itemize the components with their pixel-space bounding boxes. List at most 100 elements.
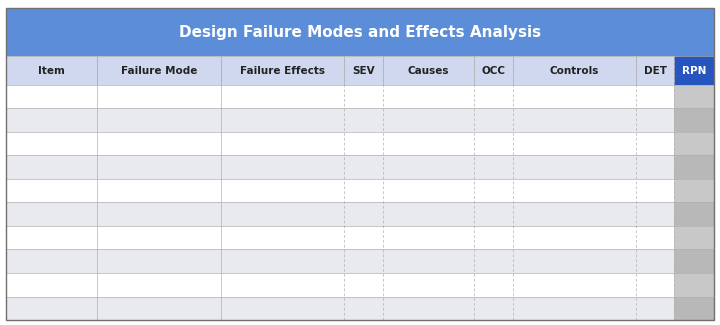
Bar xyxy=(474,132,513,155)
Bar xyxy=(6,155,97,179)
Bar xyxy=(636,297,675,320)
Bar xyxy=(636,179,675,202)
Bar xyxy=(513,179,636,202)
Bar xyxy=(6,179,97,202)
Bar xyxy=(344,84,383,108)
Text: RPN: RPN xyxy=(682,66,706,75)
Bar xyxy=(6,84,97,108)
Text: Controls: Controls xyxy=(549,66,599,75)
Bar xyxy=(97,57,221,84)
Bar xyxy=(675,273,714,297)
Bar xyxy=(97,108,221,132)
Bar xyxy=(474,273,513,297)
Bar xyxy=(675,84,714,108)
Bar xyxy=(474,57,513,84)
Bar xyxy=(97,250,221,273)
Bar xyxy=(97,202,221,226)
Bar xyxy=(383,250,474,273)
Bar xyxy=(383,179,474,202)
Bar xyxy=(344,132,383,155)
Bar xyxy=(97,155,221,179)
Bar xyxy=(383,202,474,226)
Bar xyxy=(474,226,513,250)
Bar xyxy=(513,250,636,273)
Bar xyxy=(344,57,383,84)
Bar xyxy=(474,297,513,320)
Bar xyxy=(221,250,344,273)
Bar xyxy=(221,132,344,155)
Bar xyxy=(636,132,675,155)
Text: Design Failure Modes and Effects Analysis: Design Failure Modes and Effects Analysi… xyxy=(179,25,541,40)
Bar xyxy=(6,132,97,155)
Bar xyxy=(636,57,675,84)
Bar xyxy=(221,108,344,132)
Bar xyxy=(636,273,675,297)
Text: OCC: OCC xyxy=(482,66,505,75)
Bar xyxy=(221,273,344,297)
Bar xyxy=(6,57,97,84)
Bar xyxy=(513,226,636,250)
Bar xyxy=(344,226,383,250)
Bar xyxy=(636,155,675,179)
Bar xyxy=(6,202,97,226)
Bar xyxy=(675,57,714,84)
Bar xyxy=(6,108,97,132)
Bar xyxy=(383,226,474,250)
Bar xyxy=(344,202,383,226)
Bar xyxy=(474,250,513,273)
Bar xyxy=(675,202,714,226)
Bar xyxy=(513,297,636,320)
Bar xyxy=(97,132,221,155)
Bar xyxy=(675,108,714,132)
Text: DET: DET xyxy=(644,66,667,75)
Bar xyxy=(383,57,474,84)
Bar xyxy=(221,84,344,108)
Bar xyxy=(383,155,474,179)
Bar xyxy=(513,202,636,226)
Bar xyxy=(383,108,474,132)
Bar xyxy=(474,179,513,202)
Bar xyxy=(344,250,383,273)
Bar xyxy=(97,84,221,108)
Bar xyxy=(636,250,675,273)
Bar xyxy=(221,155,344,179)
Bar xyxy=(6,226,97,250)
Bar xyxy=(97,297,221,320)
Bar xyxy=(675,179,714,202)
Bar xyxy=(636,108,675,132)
Bar xyxy=(474,155,513,179)
Bar xyxy=(6,273,97,297)
Bar xyxy=(513,132,636,155)
Bar xyxy=(344,273,383,297)
Bar xyxy=(474,84,513,108)
Bar xyxy=(221,226,344,250)
Bar xyxy=(513,57,636,84)
Text: Failure Mode: Failure Mode xyxy=(121,66,197,75)
Bar xyxy=(383,84,474,108)
Bar xyxy=(344,179,383,202)
Text: SEV: SEV xyxy=(352,66,375,75)
Bar xyxy=(221,57,344,84)
Bar xyxy=(675,155,714,179)
Bar xyxy=(675,297,714,320)
Bar xyxy=(6,297,97,320)
Bar xyxy=(636,84,675,108)
Bar xyxy=(221,179,344,202)
Bar xyxy=(6,8,714,57)
Bar xyxy=(97,179,221,202)
Bar xyxy=(513,155,636,179)
Bar xyxy=(513,108,636,132)
Bar xyxy=(344,155,383,179)
Bar xyxy=(6,250,97,273)
Bar xyxy=(383,297,474,320)
Bar xyxy=(675,250,714,273)
Bar xyxy=(474,108,513,132)
Bar xyxy=(513,273,636,297)
Bar xyxy=(474,202,513,226)
Bar xyxy=(383,132,474,155)
Bar xyxy=(97,226,221,250)
Bar xyxy=(636,226,675,250)
Bar xyxy=(344,108,383,132)
Bar xyxy=(636,202,675,226)
Bar xyxy=(383,273,474,297)
